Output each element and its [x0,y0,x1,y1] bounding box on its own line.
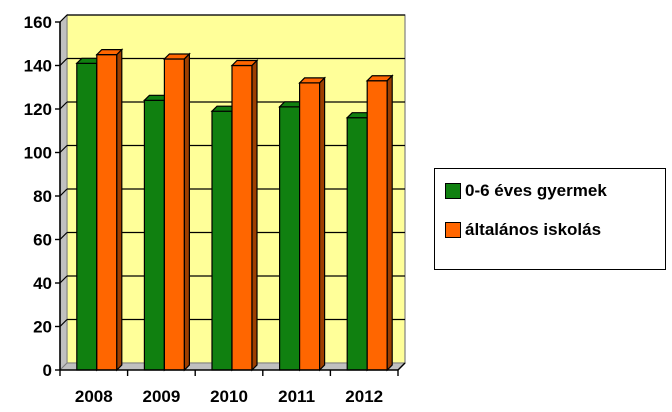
bars [75,48,394,372]
bar-front-1-2008 [76,62,98,371]
y-axis-tick-labels: 0 20 40 60 80 100 120 140 160 [24,13,52,380]
bar-2-2009 [162,52,191,372]
y-tick-label-40: 40 [33,274,52,293]
bar-front-2-2010 [231,64,253,371]
legend-item-series-2: általános iskolás [445,219,601,241]
legend-item-series-1: 0-6 éves gyermek [445,180,607,202]
bar-2-2012 [365,74,394,372]
y-tick-label-160: 160 [24,13,52,32]
legend: 0-6 éves gyermek általános iskolás [434,168,666,270]
y-tick-label-60: 60 [33,231,52,250]
y-tick-label-0: 0 [43,361,52,380]
bar-side-2-2008 [116,48,123,372]
legend-label-series-2: általános iskolás [465,220,602,239]
bar-2-2008 [95,48,124,372]
bar-2-2011 [298,76,327,372]
gridline-side-160 [59,14,68,23]
y-tick-label-120: 120 [24,100,52,119]
x-tick-label-2009: 2009 [142,387,180,406]
legend-label-series-1: 0-6 éves gyermek [465,181,607,200]
bar-front-1-2009 [143,99,165,371]
bar-2-2010 [230,59,259,372]
y-tick-label-80: 80 [33,187,52,206]
bar-side-2-2012 [386,74,393,372]
x-tick-label-2012: 2012 [345,387,383,406]
gridline-side-120 [59,101,68,110]
bar-front-2-2011 [299,82,321,371]
bar-front-2-2008 [96,54,118,371]
gridline-side-20 [59,319,68,327]
bar-side-2-2009 [183,52,190,372]
gridline-side-60 [59,232,68,240]
gridline-side-40 [59,275,68,284]
x-tick-label-2010: 2010 [210,387,248,406]
bar-front-2-2009 [163,58,185,371]
bar-side-2-2011 [319,76,326,372]
x-axis-tick-labels: 2008 2009 2010 2011 2012 [75,387,383,406]
gridline-side-100 [59,145,68,153]
legend-swatch-series-2 [445,222,461,238]
x-axis-end [397,362,406,371]
bar-side-2-2010 [251,59,258,372]
x-tick-label-2011: 2011 [278,387,315,406]
bar-front-1-2011 [279,106,301,371]
bar-front-1-2010 [211,110,233,371]
y-tick-label-140: 140 [24,57,52,76]
legend-swatch-series-1 [445,183,461,199]
axes [55,21,406,376]
y-tick-label-20: 20 [33,318,52,337]
gridline-side-140 [59,58,68,66]
y-tick-label-100: 100 [24,144,52,163]
x-tick-label-2008: 2008 [75,387,113,406]
bar-front-2-2012 [366,80,388,371]
bar-front-1-2012 [346,117,368,371]
gridline-side-80 [59,188,68,197]
